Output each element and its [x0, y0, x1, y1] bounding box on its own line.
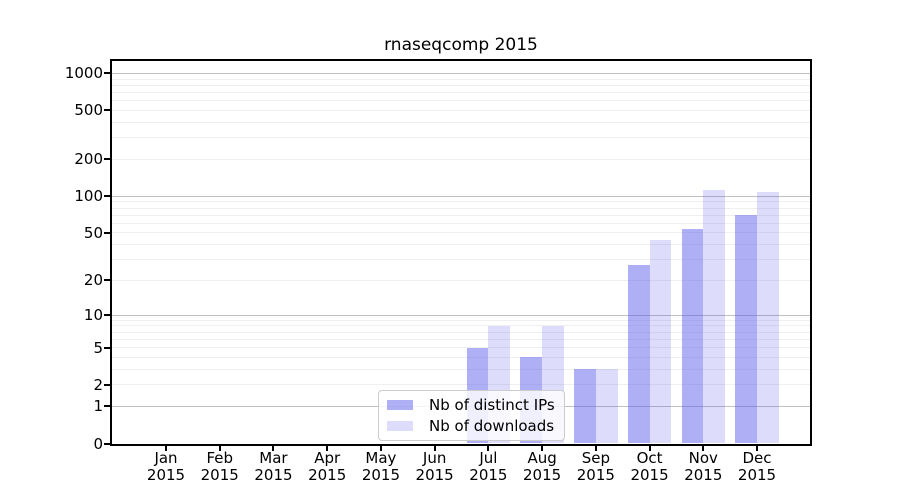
bar-sep-downloads	[595, 369, 618, 444]
x-tick-mark	[702, 445, 705, 451]
gridline-minor	[112, 244, 810, 246]
y-tick-label: 200	[74, 150, 103, 169]
x-tick-mark	[594, 445, 597, 451]
y-tick-mark	[104, 346, 110, 349]
y-tick-label: 10	[83, 306, 103, 325]
legend-item-distinct-ips: Nb of distinct IPs	[385, 396, 555, 414]
y-tick-label: 1	[93, 397, 103, 416]
y-tick-mark	[104, 158, 110, 161]
x-tick-label: Mar 2015	[254, 449, 293, 484]
legend: Nb of distinct IPs Nb of downloads	[378, 390, 565, 441]
x-tick-mark	[165, 445, 167, 451]
bar-oct-downloads	[649, 239, 672, 444]
gridline-major	[112, 314, 810, 316]
bar-nov-downloads	[703, 190, 725, 444]
x-tick-label: Aug 2015	[523, 449, 562, 484]
gridline-minor	[112, 222, 810, 224]
y-tick-mark	[104, 279, 110, 282]
gridline-minor	[112, 368, 810, 370]
y-tick-mark	[104, 195, 110, 198]
gridline-minor	[112, 331, 810, 333]
y-tick-label: 50	[83, 223, 103, 242]
gridline-minor	[112, 100, 810, 102]
x-tick-mark	[648, 445, 651, 451]
bar-dec-distinct-ips	[735, 215, 758, 444]
bar-dec-downloads	[757, 192, 779, 444]
x-tick-label: Feb 2015	[200, 449, 239, 484]
legend-item-downloads: Nb of downloads	[385, 417, 555, 435]
chart-title: rnaseqcomp 2015	[384, 35, 538, 55]
x-tick-label: Apr 2015	[308, 449, 347, 484]
gridline-minor	[112, 232, 810, 234]
x-tick-mark	[433, 445, 436, 451]
x-tick-label: Oct 2015	[630, 449, 669, 484]
y-tick-mark	[104, 72, 110, 75]
gridline-major	[112, 195, 810, 197]
gridline-minor	[112, 109, 810, 111]
x-tick-label: Dec 2015	[737, 449, 777, 484]
y-tick-label: 1000	[64, 64, 103, 83]
legend-label-distinct-ips: Nb of distinct IPs	[429, 396, 555, 414]
y-tick-mark	[104, 314, 110, 317]
x-tick-mark	[326, 445, 329, 451]
gridline-minor	[112, 91, 810, 93]
legend-swatch-distinct-ips	[387, 400, 413, 410]
y-tick-label: 500	[74, 101, 103, 120]
x-tick-label: Jun 2015	[415, 449, 454, 484]
x-tick-label: Nov 2015	[684, 449, 723, 484]
x-tick-mark	[487, 445, 490, 451]
gridline-major	[112, 72, 810, 74]
bar-oct-distinct-ips	[627, 264, 650, 444]
bar-nov-distinct-ips	[681, 228, 704, 444]
gridline-minor	[112, 158, 810, 160]
y-tick-mark	[104, 442, 110, 445]
x-tick-mark	[218, 445, 221, 451]
legend-swatch-downloads	[387, 421, 413, 431]
y-tick-label: 0	[93, 434, 103, 453]
gridline-minor	[112, 201, 810, 203]
bar-sep-distinct-ips	[574, 369, 596, 444]
gridline-minor	[112, 279, 810, 281]
gridline-minor	[112, 207, 810, 209]
x-tick-mark	[272, 445, 275, 451]
y-tick-label: 20	[83, 271, 103, 290]
y-tick-mark	[104, 405, 110, 408]
gridline-minor	[112, 121, 810, 123]
gridline-minor	[112, 356, 810, 358]
y-tick-mark	[104, 383, 110, 386]
x-tick-mark	[379, 445, 382, 451]
x-tick-label: Jul 2015	[469, 449, 508, 484]
gridline-minor	[112, 259, 810, 261]
y-tick-label: 5	[93, 338, 103, 357]
y-tick-label: 100	[74, 187, 103, 206]
gridline-minor	[112, 137, 810, 139]
gridline-minor	[112, 325, 810, 327]
x-tick-label: May 2015	[361, 449, 400, 484]
gridline-minor	[112, 338, 810, 340]
y-tick-label: 2	[93, 375, 103, 394]
y-tick-mark	[104, 109, 110, 112]
gridline-minor	[112, 84, 810, 86]
y-tick-mark	[104, 231, 110, 234]
x-tick-mark	[541, 445, 544, 451]
legend-label-downloads: Nb of downloads	[429, 417, 555, 435]
x-tick-label: Sep 2015	[576, 449, 615, 484]
gridline-minor	[112, 347, 810, 348]
x-tick-mark	[756, 445, 759, 451]
gridline-minor	[112, 214, 810, 216]
gridline-minor	[112, 319, 810, 321]
gridline-minor	[112, 384, 810, 386]
gridline-minor	[112, 78, 810, 80]
x-tick-label: Jan 2015	[146, 449, 186, 484]
